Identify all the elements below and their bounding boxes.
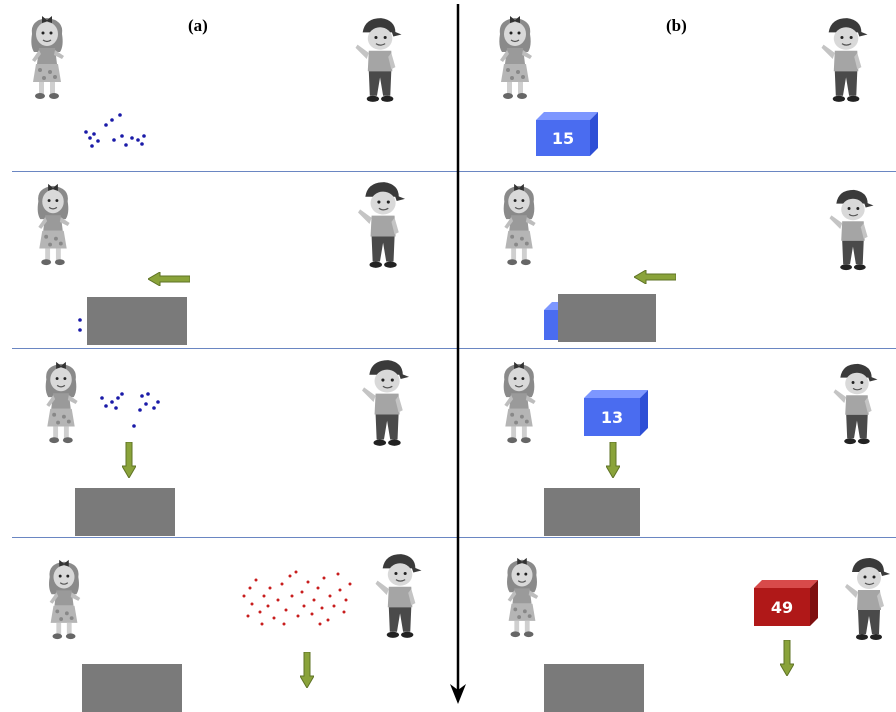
girl-character	[36, 358, 86, 446]
blue-cube-13-face	[584, 398, 640, 436]
grey-box	[558, 294, 656, 342]
cube-value-49: 49	[771, 598, 793, 617]
boy-character	[818, 14, 870, 106]
grey-box	[544, 664, 644, 712]
grey-box	[544, 488, 640, 536]
down-arrow	[780, 640, 794, 676]
blue-cube-15-face	[536, 120, 590, 156]
boy-character	[842, 554, 892, 644]
girl-character	[28, 180, 78, 268]
panel-label-b: (b)	[666, 16, 687, 35]
left-arrow	[148, 272, 190, 286]
row-divider-3	[12, 537, 896, 538]
girl-character	[494, 180, 544, 268]
down-arrow	[606, 442, 620, 478]
red-cube-49-face	[754, 588, 810, 626]
blue-cube-13: 13	[584, 390, 648, 436]
girl-character	[490, 12, 540, 102]
time-axis-arrow	[450, 4, 466, 704]
down-arrow	[122, 442, 136, 478]
cube-value-13: 13	[601, 408, 623, 427]
down-arrow	[300, 652, 314, 688]
blue-dot-cluster	[84, 113, 146, 148]
left-arrow	[634, 270, 676, 284]
row-divider-1	[12, 171, 896, 172]
boy-character	[354, 178, 408, 272]
girl-character	[494, 358, 544, 446]
grey-box	[87, 297, 187, 345]
red-dot-cluster	[242, 570, 352, 626]
blue-dots-entering-box	[78, 318, 82, 332]
boy-character	[830, 360, 880, 448]
row-divider-2	[12, 348, 896, 349]
boy-character	[372, 550, 424, 642]
red-cube-49: 49	[754, 580, 818, 626]
grey-box	[82, 664, 182, 712]
boy-character	[358, 356, 412, 450]
girl-character	[498, 554, 546, 640]
panel-label-a: (a)	[188, 16, 208, 35]
boy-character	[826, 186, 876, 274]
grey-box	[75, 488, 175, 536]
girl-character	[40, 556, 88, 642]
boy-character	[352, 14, 404, 106]
girl-character	[22, 12, 72, 102]
cube-value-15: 15	[552, 129, 574, 148]
blue-cube-15: 15	[536, 112, 598, 156]
blue-dot-cluster	[100, 392, 160, 428]
